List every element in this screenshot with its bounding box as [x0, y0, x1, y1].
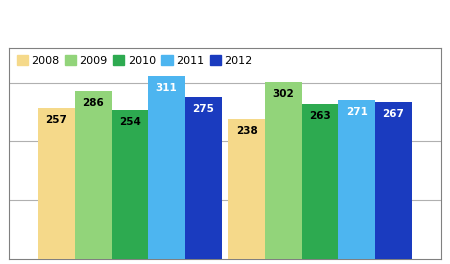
Bar: [38, 108, 75, 259]
Text: 275: 275: [193, 105, 214, 114]
Text: 267: 267: [382, 109, 405, 119]
Bar: [228, 119, 265, 259]
Bar: [185, 97, 222, 259]
Bar: [302, 105, 338, 259]
Bar: [375, 102, 412, 259]
Text: 286: 286: [82, 98, 104, 108]
Text: 271: 271: [346, 107, 368, 117]
Legend: 2008, 2009, 2010, 2011, 2012: 2008, 2009, 2010, 2011, 2012: [14, 53, 254, 68]
Bar: [112, 110, 148, 259]
Text: 257: 257: [45, 115, 68, 125]
Text: 238: 238: [236, 126, 257, 136]
Bar: [75, 91, 112, 259]
Text: 302: 302: [272, 89, 294, 98]
Bar: [265, 82, 302, 259]
Bar: [338, 100, 375, 259]
Bar: [148, 76, 185, 259]
Text: 254: 254: [119, 117, 141, 127]
Text: 263: 263: [309, 111, 331, 121]
Text: 311: 311: [156, 83, 178, 93]
